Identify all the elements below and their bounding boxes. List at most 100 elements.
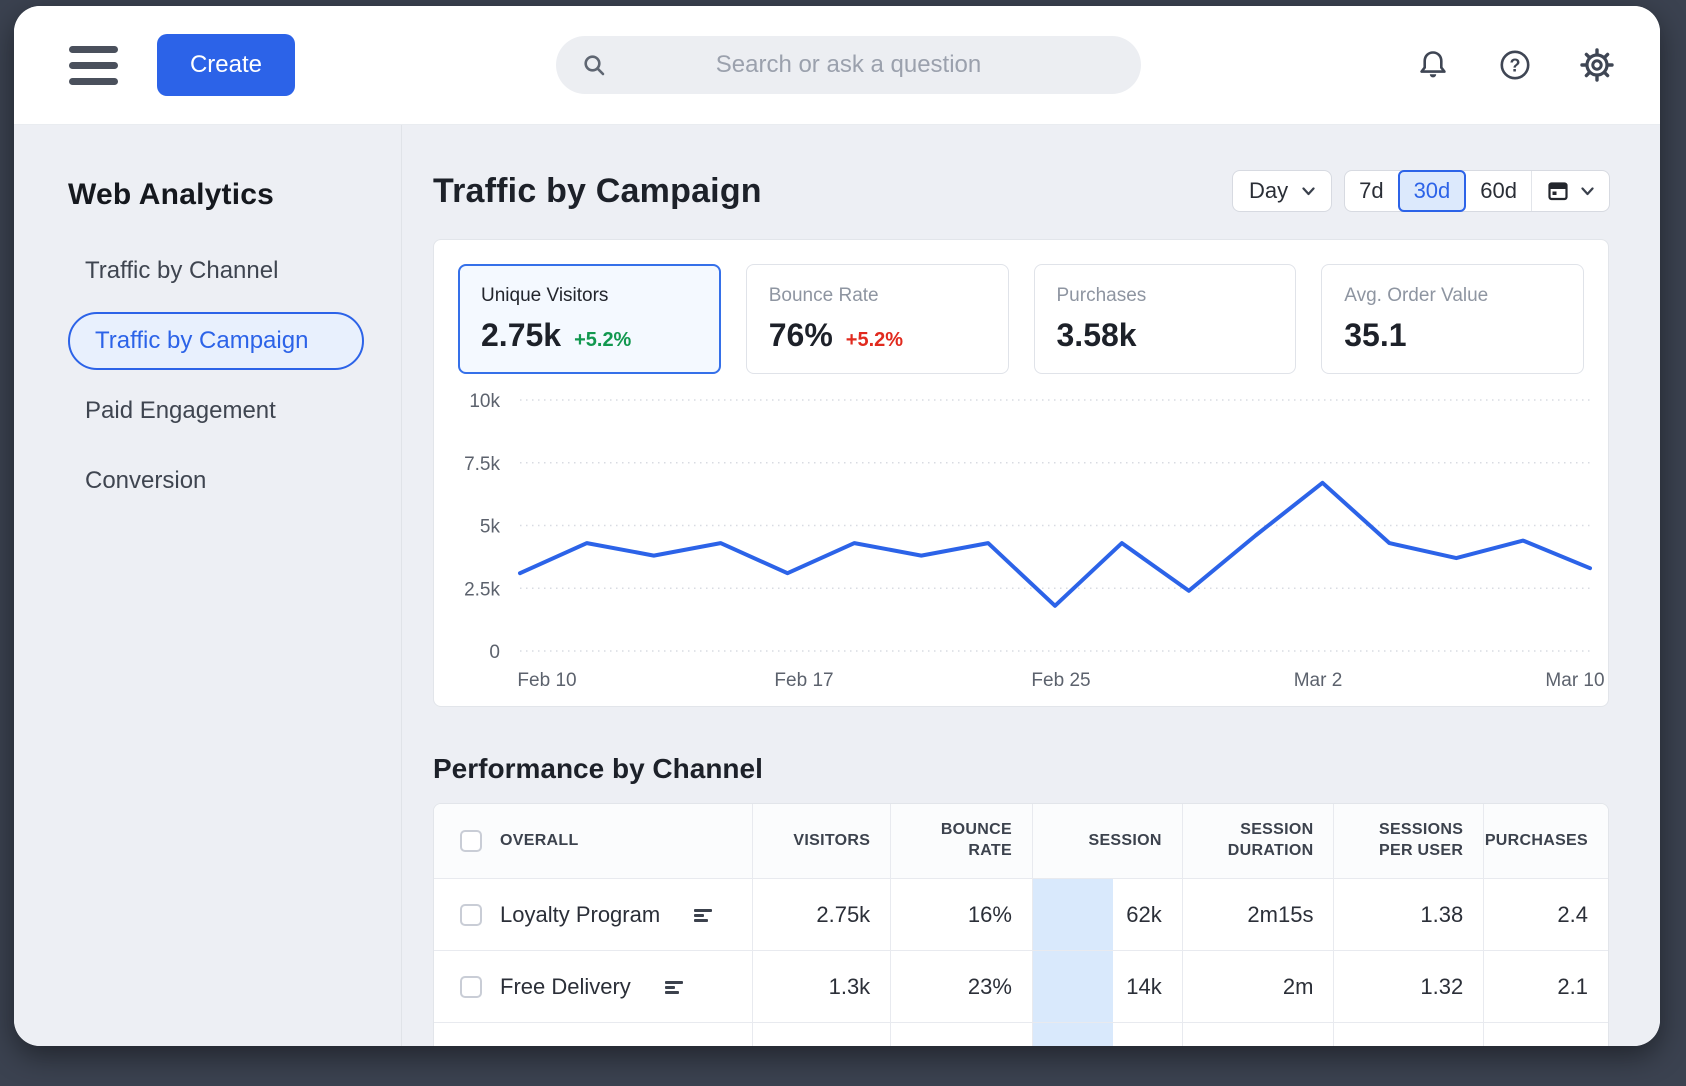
divider [1531,171,1532,211]
column-header-label: PURCHASES [1484,831,1588,849]
kpi-label: Purchases [1056,285,1147,306]
y-axis-label: 7.5k [464,454,500,475]
table-section-title: Performance by Channel [433,753,763,784]
cell-session_duration: 2m [1183,951,1335,1022]
kpi-value-row: 76% +5.2% [769,317,986,354]
cell-value: 23% [967,973,1012,999]
cell-sessions_per_user: 1.32 [1334,951,1485,1022]
cell-purchases [1484,1023,1608,1046]
cell-value: 2.4 [1557,901,1588,927]
kpi-value: 3.58k [1056,317,1137,353]
x-axis-label: Feb 17 [774,670,833,691]
cell-session_duration: 2m15s [1183,879,1335,950]
cell-value: 1.32 [1420,973,1464,999]
kpi-card-avg-order-value[interactable]: Avg. Order Value 35.1 [1321,264,1584,374]
kpi-value-row: 3.58k [1057,317,1274,354]
cell-value: 2.1 [1557,973,1588,999]
column-header-label: SESSION DURATION [1227,821,1314,859]
bell-icon[interactable] [1416,48,1450,82]
y-axis-label: 10k [469,391,500,412]
search-input[interactable] [556,36,1141,94]
cell-value: 2.75k [816,901,871,927]
granularity-label: Day [1248,178,1289,203]
sidebar-item-paid-engagement[interactable]: Paid Engagement [85,397,276,424]
channel-cell [434,1023,754,1046]
gear-icon[interactable] [1580,48,1614,82]
create-button[interactable]: Create [157,34,295,96]
cell-sessions_per_user: 1.38 [1334,879,1485,950]
cell-value: 1.3k [828,973,871,999]
row-checkbox[interactable] [460,975,482,998]
header-cell-visitors: VISITORS [753,804,892,878]
kpi-delta: +5.2% [574,329,632,351]
cell-purchases: 2.4 [1484,879,1608,950]
row-checkbox[interactable] [460,903,482,926]
granularity-select[interactable]: Day [1231,170,1333,212]
cell-session [1032,1023,1183,1046]
sidebar-title: Web Analytics [68,178,274,211]
kpi-value: 76% [768,317,833,353]
sidebar-item-conversion[interactable]: Conversion [85,467,207,494]
sidebar-item-traffic-by-channel[interactable]: Traffic by Channel [85,257,279,284]
channels-table: OVERALL VISITORS BOUNCE RATE SESSION SESSION… [433,803,1609,1046]
range-button-7d[interactable]: 7d [1359,178,1384,203]
traffic-line-chart: 0 2.5k 5k 7.5k 10k Feb 10 Feb 17 Feb 25 Mar 2 Mar… [434,374,1608,694]
kpi-cards: Unique Visitors 2.75k +5.2% Bounce Rate 76% +… [434,240,1608,374]
app-window: Create ? [14,6,1660,1046]
row-bars-icon[interactable] [694,907,714,923]
cell-value: 16% [967,901,1012,927]
traffic-chart-panel: Unique Visitors 2.75k +5.2% Bounce Rate 76% +… [433,239,1609,707]
chart-line [518,480,1592,608]
sidebar-item-traffic-by-campaign[interactable]: Traffic by Campaign [68,312,364,370]
y-axis-label: 0 [489,642,500,663]
table-header-row: OVERALL VISITORS BOUNCE RATE SESSION SESSION… [434,804,1608,879]
header-cell-bounce-rate: BOUNCE RATE [891,804,1033,878]
menu-icon[interactable] [69,45,118,85]
main-content: Traffic by Campaign Day 7d 30d 60d [402,125,1660,1046]
cell-value: 14k [1126,973,1162,999]
date-controls: Day 7d 30d 60d [1231,170,1610,212]
column-header-label: OVERALL [500,831,579,849]
topbar-icons: ? [1416,48,1614,82]
cell-sessions_per_user [1334,1023,1485,1046]
cell-bounce_rate: 23% [891,951,1033,1022]
range-button-30d[interactable]: 30d [1397,170,1467,212]
calendar-icon [1548,182,1568,201]
cell-bounce_rate: 16% [891,879,1033,950]
kpi-card-bounce-rate[interactable]: Bounce Rate 76% +5.2% [745,264,1009,374]
kpi-card-purchases[interactable]: Purchases 3.58k [1033,264,1297,374]
page-title: Traffic by Campaign [433,171,762,210]
range-segmented-control: 7d 30d 60d [1344,170,1610,212]
range-button-60d[interactable]: 60d [1480,178,1517,203]
header-cell-purchases: PURCHASES [1484,804,1608,878]
column-header-label: SESSIONS PER USER [1378,821,1464,859]
cell-purchases: 2.1 [1484,951,1608,1022]
column-header-label: BOUNCE RATE [940,821,1012,859]
kpi-value-row: 35.1 [1344,317,1561,354]
x-axis-label: Mar 10 [1545,670,1604,691]
sidebar: Web Analytics Traffic by Channel Traffic … [14,125,402,1046]
help-icon[interactable]: ? [1498,48,1532,82]
channel-name: Loyalty Program [500,901,661,927]
header-cell-sessions-per-user: SESSIONS PER USER [1334,804,1485,878]
search-bar[interactable] [556,36,1141,94]
channel-cell: Free Delivery [434,951,754,1022]
kpi-value-row: 2.75k +5.2% [481,317,698,354]
channel-cell: Loyalty Program [434,879,754,950]
kpi-card-unique-visitors[interactable]: Unique Visitors 2.75k +5.2% [458,264,721,374]
cell-session: 62k [1032,879,1183,950]
row-bars-icon[interactable] [664,979,685,995]
x-axis-label: Feb 10 [517,670,576,691]
kpi-value: 2.75k [481,317,562,353]
kpi-label: Bounce Rate [768,285,879,306]
channel-name: Free Delivery [500,973,631,999]
svg-text:?: ? [1510,56,1521,76]
kpi-label: Avg. Order Value [1344,285,1489,306]
table-row [434,1023,1608,1046]
x-axis-label: Mar 2 [1294,670,1343,691]
table-row: Free Delivery 1.3k 23% 14k 2m 1.32 2.1 [434,951,1608,1023]
table-row: Loyalty Program 2.75k 16% 62k 2m15s 1.38 2.4 [434,879,1608,951]
calendar-range-button[interactable] [1532,171,1609,211]
cell-session: 14k [1032,951,1183,1022]
select-all-checkbox[interactable] [460,830,482,852]
